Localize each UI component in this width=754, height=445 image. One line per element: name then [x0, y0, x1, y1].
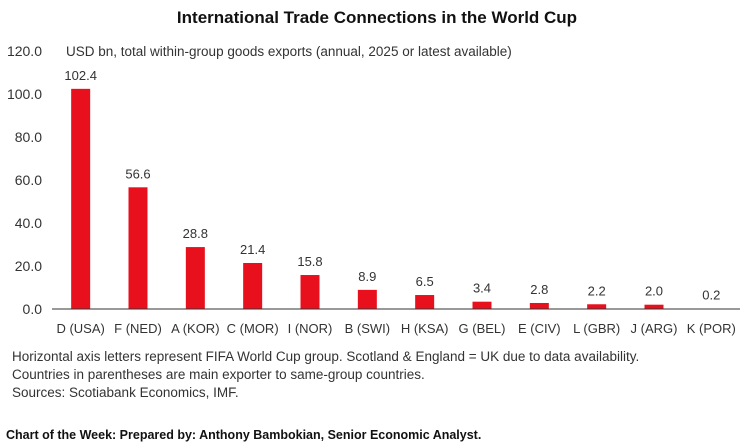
- note-line: Sources: Scotiabank Economics, IMF.: [12, 385, 239, 400]
- y-tick-label: 60.0: [15, 172, 42, 188]
- bar: [71, 88, 91, 309]
- x-tick-label: G (BEL): [459, 321, 506, 336]
- data-label: 2.8: [530, 282, 548, 297]
- x-tick-label: K (POR): [687, 321, 736, 336]
- y-axis-unit-label: USD bn, total within-group goods exports…: [66, 44, 512, 59]
- data-label: 2.2: [588, 283, 606, 298]
- x-tick-label: I (NOR): [288, 321, 333, 336]
- bar: [185, 247, 205, 309]
- bar: [529, 302, 549, 309]
- x-tick-label: B (SWI): [345, 321, 391, 336]
- y-tick-label: 120.0: [7, 43, 42, 59]
- bar: [300, 275, 320, 309]
- bar-chart: 0.0 20.0 40.0 60.0 80.0 100.0 120.0 USD bn, tot…: [7, 43, 740, 336]
- y-tick-label: 40.0: [15, 215, 42, 231]
- chart-notes: Horizontal axis letters represent FIFA W…: [12, 348, 748, 402]
- chart-title: International Trade Connections in the W…: [176, 8, 578, 27]
- bar: [415, 295, 435, 309]
- y-tick-label: 100.0: [7, 86, 42, 102]
- data-label: 2.0: [645, 284, 663, 299]
- data-label: 28.8: [183, 226, 208, 241]
- bar: [587, 304, 607, 309]
- data-label: 0.2: [702, 288, 720, 303]
- data-label: 8.9: [358, 269, 376, 284]
- bar: [644, 304, 664, 309]
- x-tick-label: F (NED): [114, 321, 162, 336]
- x-tick-label: L (GBR): [573, 321, 620, 336]
- bar: [128, 187, 148, 309]
- x-tick-label: D (USA): [56, 321, 104, 336]
- data-label: 56.6: [125, 166, 150, 181]
- bar: [243, 262, 263, 309]
- note-line: Horizontal axis letters represent FIFA W…: [12, 349, 640, 364]
- data-label: 102.4: [64, 68, 97, 83]
- data-label: 6.5: [416, 274, 434, 289]
- x-tick-label: H (KSA): [401, 321, 449, 336]
- bar: [357, 289, 377, 309]
- x-tick-label: C (MOR): [227, 321, 279, 336]
- x-tick-label: A (KOR): [171, 321, 219, 336]
- y-tick-label: 20.0: [15, 258, 42, 274]
- bar: [472, 301, 492, 309]
- data-label: 15.8: [297, 254, 322, 269]
- x-tick-label: J (ARG): [631, 321, 678, 336]
- footer-credit: Chart of the Week: Prepared by: Anthony …: [6, 428, 482, 442]
- y-tick-label: 0.0: [23, 301, 43, 317]
- data-label: 3.4: [473, 281, 491, 296]
- data-label: 21.4: [240, 242, 265, 257]
- y-tick-label: 80.0: [15, 129, 42, 145]
- x-tick-label: E (CIV): [518, 321, 561, 336]
- note-line: Countries in parentheses are main export…: [12, 367, 425, 382]
